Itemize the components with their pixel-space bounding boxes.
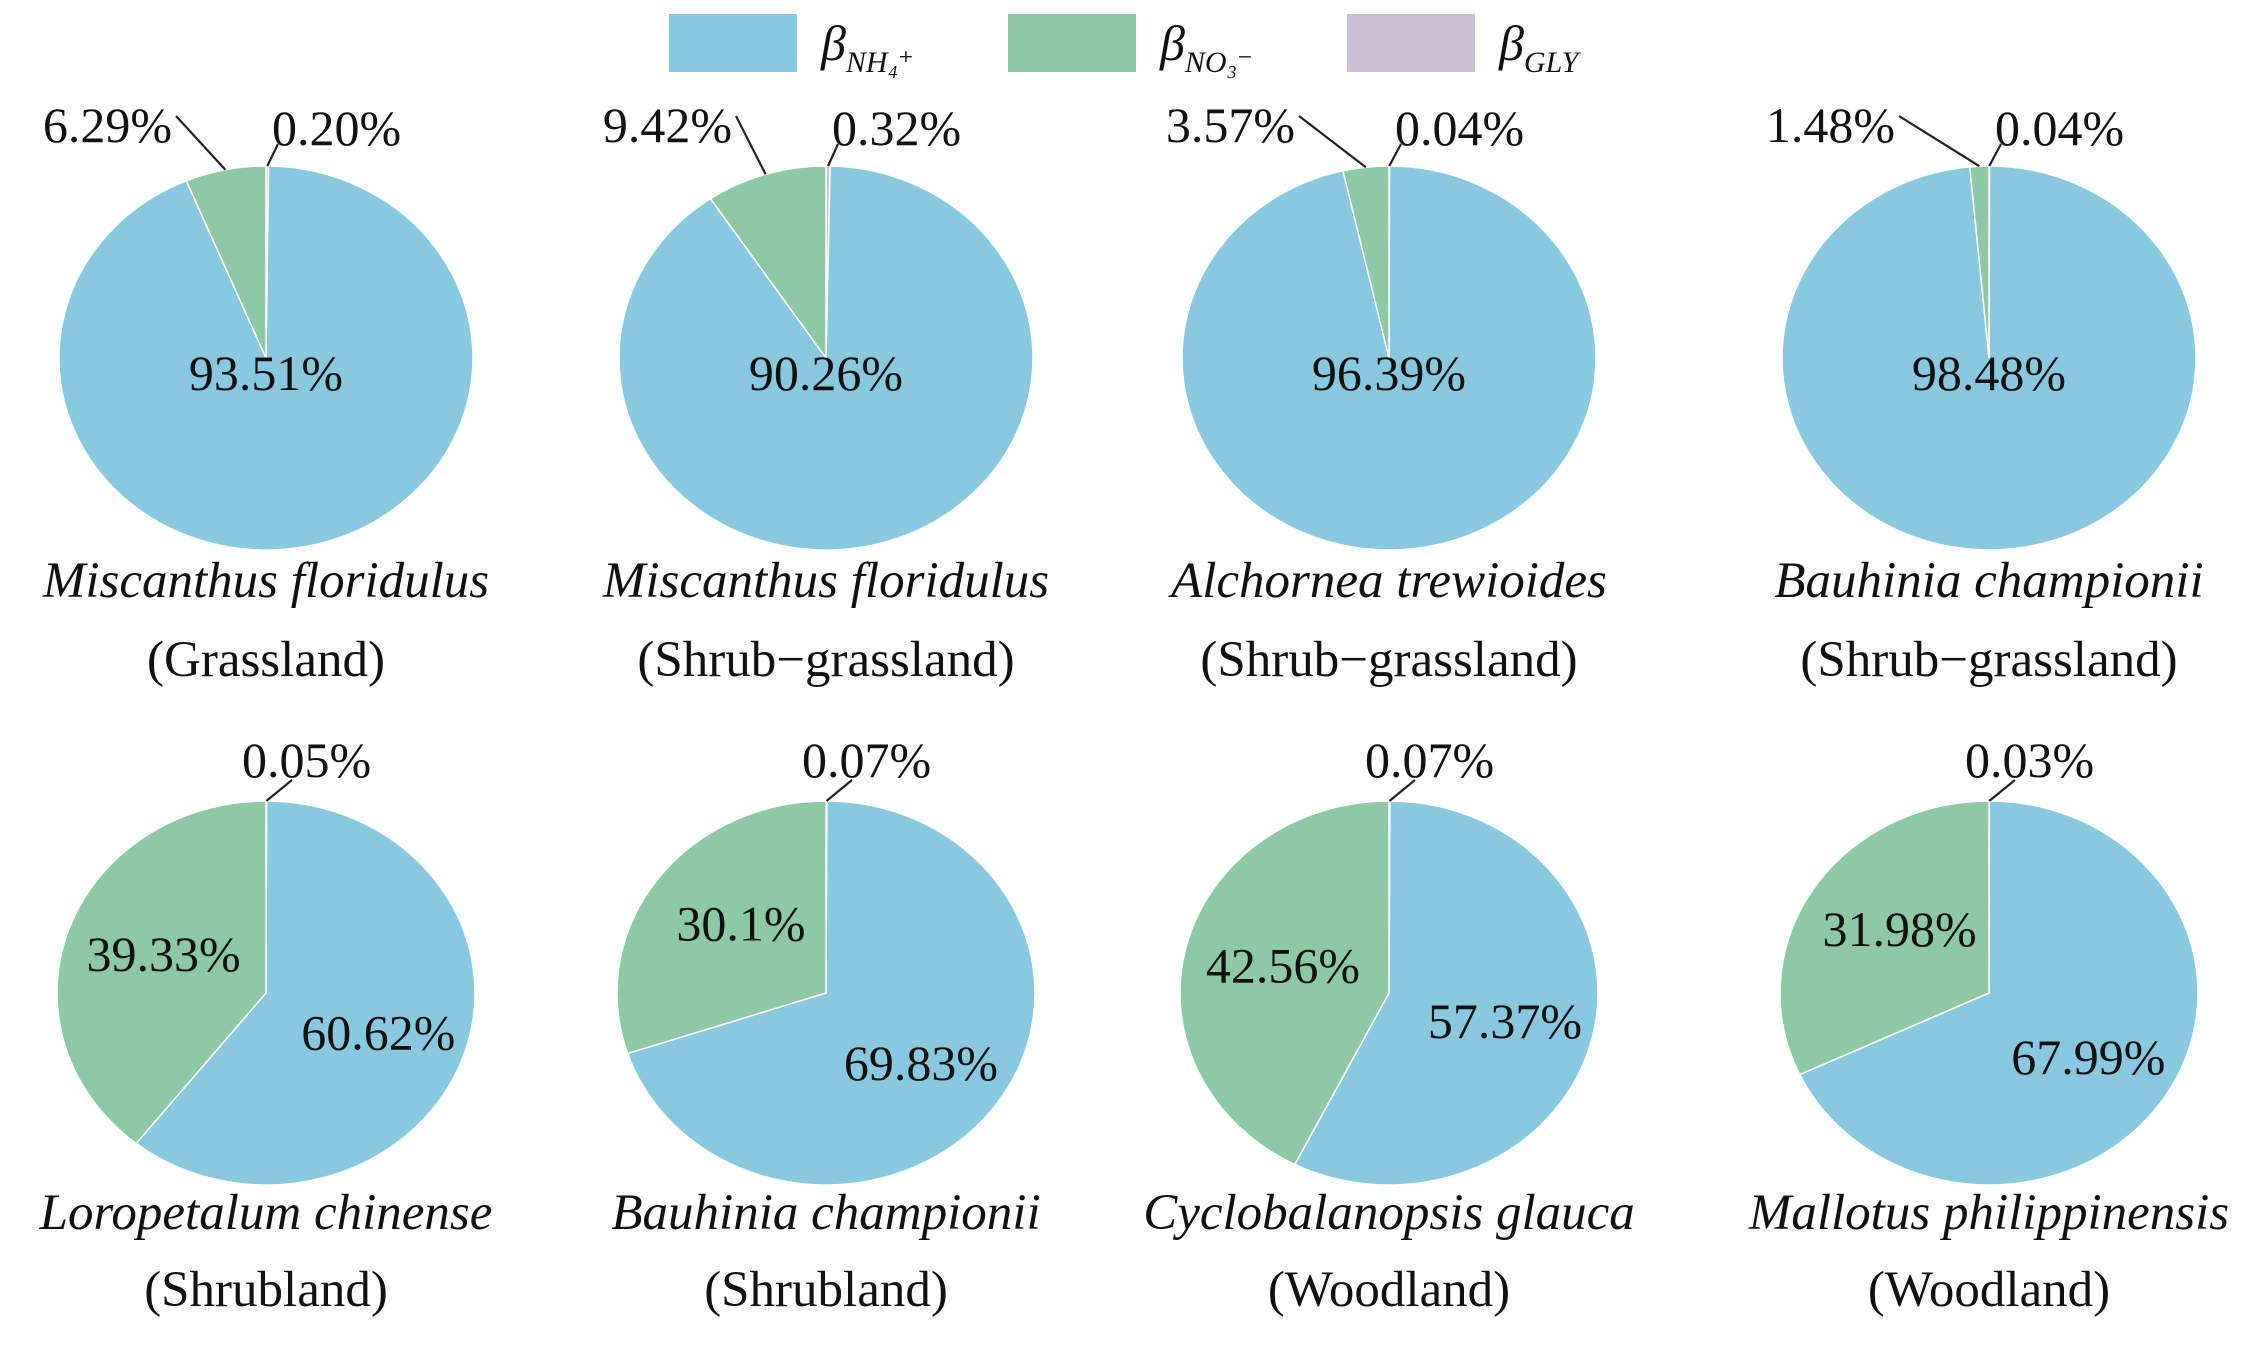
species-name: Bauhinia championii bbox=[611, 1185, 1040, 1241]
data-label-no3: 42.56% bbox=[1206, 937, 1360, 993]
slice-no3 bbox=[1179, 800, 1390, 1166]
legend-swatch-gly bbox=[1347, 14, 1475, 72]
data-label-nh4: 98.48% bbox=[1912, 345, 2066, 401]
data-label-gly: 0.20% bbox=[272, 100, 401, 156]
pie-8: 67.99% 31.98% 0.03% Mallotus philippinensis… bbox=[1748, 732, 2229, 1318]
data-label-gly: 0.03% bbox=[1965, 732, 2094, 788]
data-label-gly: 0.04% bbox=[1995, 100, 2124, 156]
species-name: Loropetalum chinense bbox=[39, 1185, 493, 1241]
habitat-label: (Shrub−grassland) bbox=[1800, 632, 2177, 688]
slice-no3 bbox=[616, 800, 827, 1055]
leader-line bbox=[1388, 143, 1402, 167]
legend: βNH₄⁺ βNO₃⁻ βGLY bbox=[669, 14, 1582, 79]
habitat-label: (Shrubland) bbox=[704, 1262, 948, 1318]
data-label-no3: 9.42% bbox=[603, 97, 732, 153]
data-label-nh4: 90.26% bbox=[749, 345, 903, 401]
data-label-nh4: 69.83% bbox=[844, 1035, 998, 1091]
slice-no3 bbox=[185, 165, 267, 359]
leader-line bbox=[265, 779, 293, 802]
data-label-no3: 31.98% bbox=[1823, 901, 1977, 957]
habitat-label: (Shrub−grassland) bbox=[637, 632, 1014, 688]
data-label-nh4: 96.39% bbox=[1312, 345, 1466, 401]
legend-label-gly: βGLY bbox=[1498, 15, 1582, 79]
species-name: Miscanthus floridulus bbox=[602, 553, 1049, 609]
leader-line bbox=[1988, 779, 2016, 802]
leader-line bbox=[827, 143, 840, 167]
slice-nh4 bbox=[1798, 800, 2199, 1186]
data-label-nh4: 60.62% bbox=[301, 1004, 455, 1060]
data-label-nh4: 57.37% bbox=[1428, 993, 1582, 1049]
slice-no3 bbox=[56, 800, 267, 1145]
data-label-no3: 1.48% bbox=[1766, 97, 1895, 153]
leader-line bbox=[1988, 143, 2002, 167]
slice-nh4 bbox=[626, 800, 1036, 1186]
leader-line bbox=[1388, 779, 1416, 802]
data-label-gly: 0.07% bbox=[802, 732, 931, 788]
species-name: Mallotus philippinensis bbox=[1748, 1185, 2229, 1241]
data-label-no3: 6.29% bbox=[43, 97, 172, 153]
data-label-gly: 0.04% bbox=[1395, 100, 1524, 156]
slice-no3 bbox=[1342, 165, 1390, 359]
pie-6: 69.83% 30.1% 0.07% Bauhinia championii (Shru… bbox=[611, 732, 1040, 1318]
pie-2: 90.26% 9.42% 0.32% Miscanthus floridulus (Sh… bbox=[602, 97, 1049, 688]
pie-5: 60.62% 39.33% 0.05% Loropetalum chinense (Sh… bbox=[39, 732, 493, 1318]
data-label-no3: 30.1% bbox=[676, 895, 805, 951]
pie-1: 93.51% 6.29% 0.20% Miscanthus floridulus (Gr… bbox=[42, 97, 489, 688]
data-label-no3: 39.33% bbox=[87, 926, 241, 982]
data-label-no3: 3.57% bbox=[1166, 97, 1295, 153]
slice-nh4 bbox=[135, 800, 476, 1186]
species-name: Alchornea trewioides bbox=[1168, 553, 1607, 609]
pie-3: 96.39% 3.57% 0.04% Alchornea trewioides (Shr… bbox=[1166, 97, 1607, 688]
habitat-label: (Woodland) bbox=[1268, 1262, 1510, 1318]
data-label-gly: 0.32% bbox=[832, 100, 961, 156]
pie-4: 98.48% 1.48% 0.04% Bauhinia championii (Shru… bbox=[1766, 97, 2204, 688]
species-name: Cyclobalanopsis glauca bbox=[1143, 1185, 1635, 1241]
leader-line bbox=[266, 143, 279, 167]
legend-label-no3: βNO₃⁻ bbox=[1159, 15, 1253, 79]
leader-line bbox=[825, 779, 853, 802]
habitat-label: (Woodland) bbox=[1868, 1262, 2110, 1318]
legend-swatch-nh4 bbox=[669, 14, 797, 72]
habitat-label: (Shrubland) bbox=[144, 1262, 388, 1318]
data-label-nh4: 67.99% bbox=[2011, 1029, 2165, 1085]
data-label-gly: 0.07% bbox=[1365, 732, 1494, 788]
species-name: Bauhinia championii bbox=[1774, 553, 2203, 609]
leader-line bbox=[1898, 115, 1980, 168]
habitat-label: (Grassland) bbox=[147, 632, 385, 688]
slice-no3 bbox=[1968, 165, 1990, 359]
slice-no3 bbox=[709, 165, 827, 361]
habitat-label: (Shrub−grassland) bbox=[1200, 632, 1577, 688]
pie-7: 57.37% 42.56% 0.07% Cyclobalanopsis glauca (… bbox=[1143, 732, 1635, 1318]
slice-no3 bbox=[1779, 800, 1990, 1076]
legend-swatch-no3 bbox=[1008, 14, 1136, 72]
species-name: Miscanthus floridulus bbox=[42, 553, 489, 609]
data-label-nh4: 93.51% bbox=[189, 345, 343, 401]
legend-label-nh4: βNH₄⁺ bbox=[820, 15, 914, 79]
slice-nh4 bbox=[1293, 800, 1599, 1186]
leader-line bbox=[1298, 115, 1367, 169]
pie-grid: 93.51% 6.29% 0.20% Miscanthus floridulus (Gr… bbox=[39, 97, 2230, 1318]
data-label-gly: 0.05% bbox=[242, 732, 371, 788]
leader-line bbox=[175, 115, 227, 171]
leader-line bbox=[735, 115, 767, 175]
